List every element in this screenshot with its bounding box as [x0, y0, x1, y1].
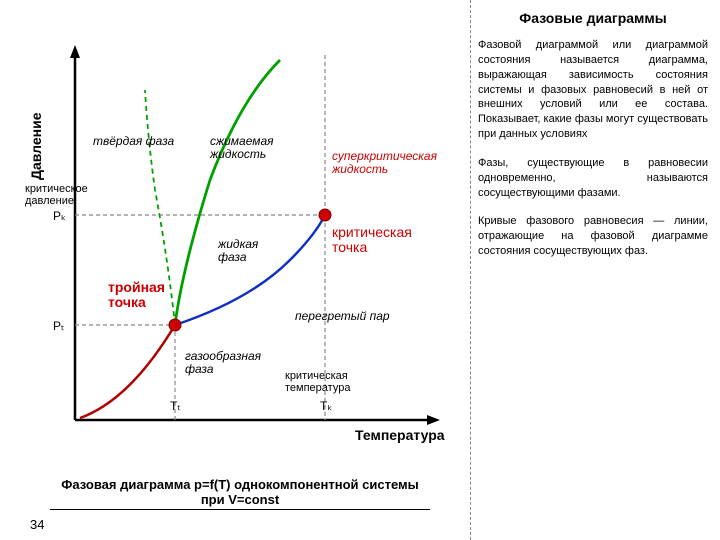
label-pk-sym: Pₖ [53, 210, 66, 223]
label-pk-text: критическое давление [25, 183, 95, 207]
label-superheated: перегретый пар [295, 310, 390, 323]
label-tt-sym: Tₜ [170, 400, 181, 413]
paragraph-1: Фазовой диаграммой или диаграммой состоя… [478, 38, 708, 142]
label-solid: твёрдая фаза [93, 135, 174, 148]
x-axis-label: Температура [355, 428, 445, 443]
y-axis-label: Давление [28, 112, 44, 180]
text-column: Фазовые диаграммы Фазовой диаграммой или… [470, 0, 720, 540]
column-divider [470, 0, 471, 540]
label-triple: тройная точка [108, 280, 178, 311]
diagram-caption: Фазовая диаграмма p=f(T) однокомпонентно… [50, 477, 430, 510]
label-tk-text: критическая температура [285, 370, 375, 394]
label-gas: газообразная фаза [185, 350, 280, 376]
label-liquid: жидкая фаза [218, 238, 278, 264]
label-supercritical: суперкритическая жидкость [332, 150, 442, 176]
paragraph-3: Кривые фазового равновесия — линии, отра… [478, 214, 708, 259]
page-number: 34 [30, 517, 44, 532]
label-compressible: сжимаемая жидкость [210, 135, 290, 161]
label-critical-point: критическая точка [332, 225, 432, 256]
label-tk-sym: Tₖ [320, 400, 332, 413]
phase-diagram: Давление Температура твёрдая фаза сжимае… [0, 0, 470, 540]
page-title: Фазовые диаграммы [478, 10, 708, 26]
label-pt-sym: Pₜ [53, 320, 65, 333]
paragraph-2: Фазы, существующие в равновесии одноврем… [478, 156, 708, 201]
